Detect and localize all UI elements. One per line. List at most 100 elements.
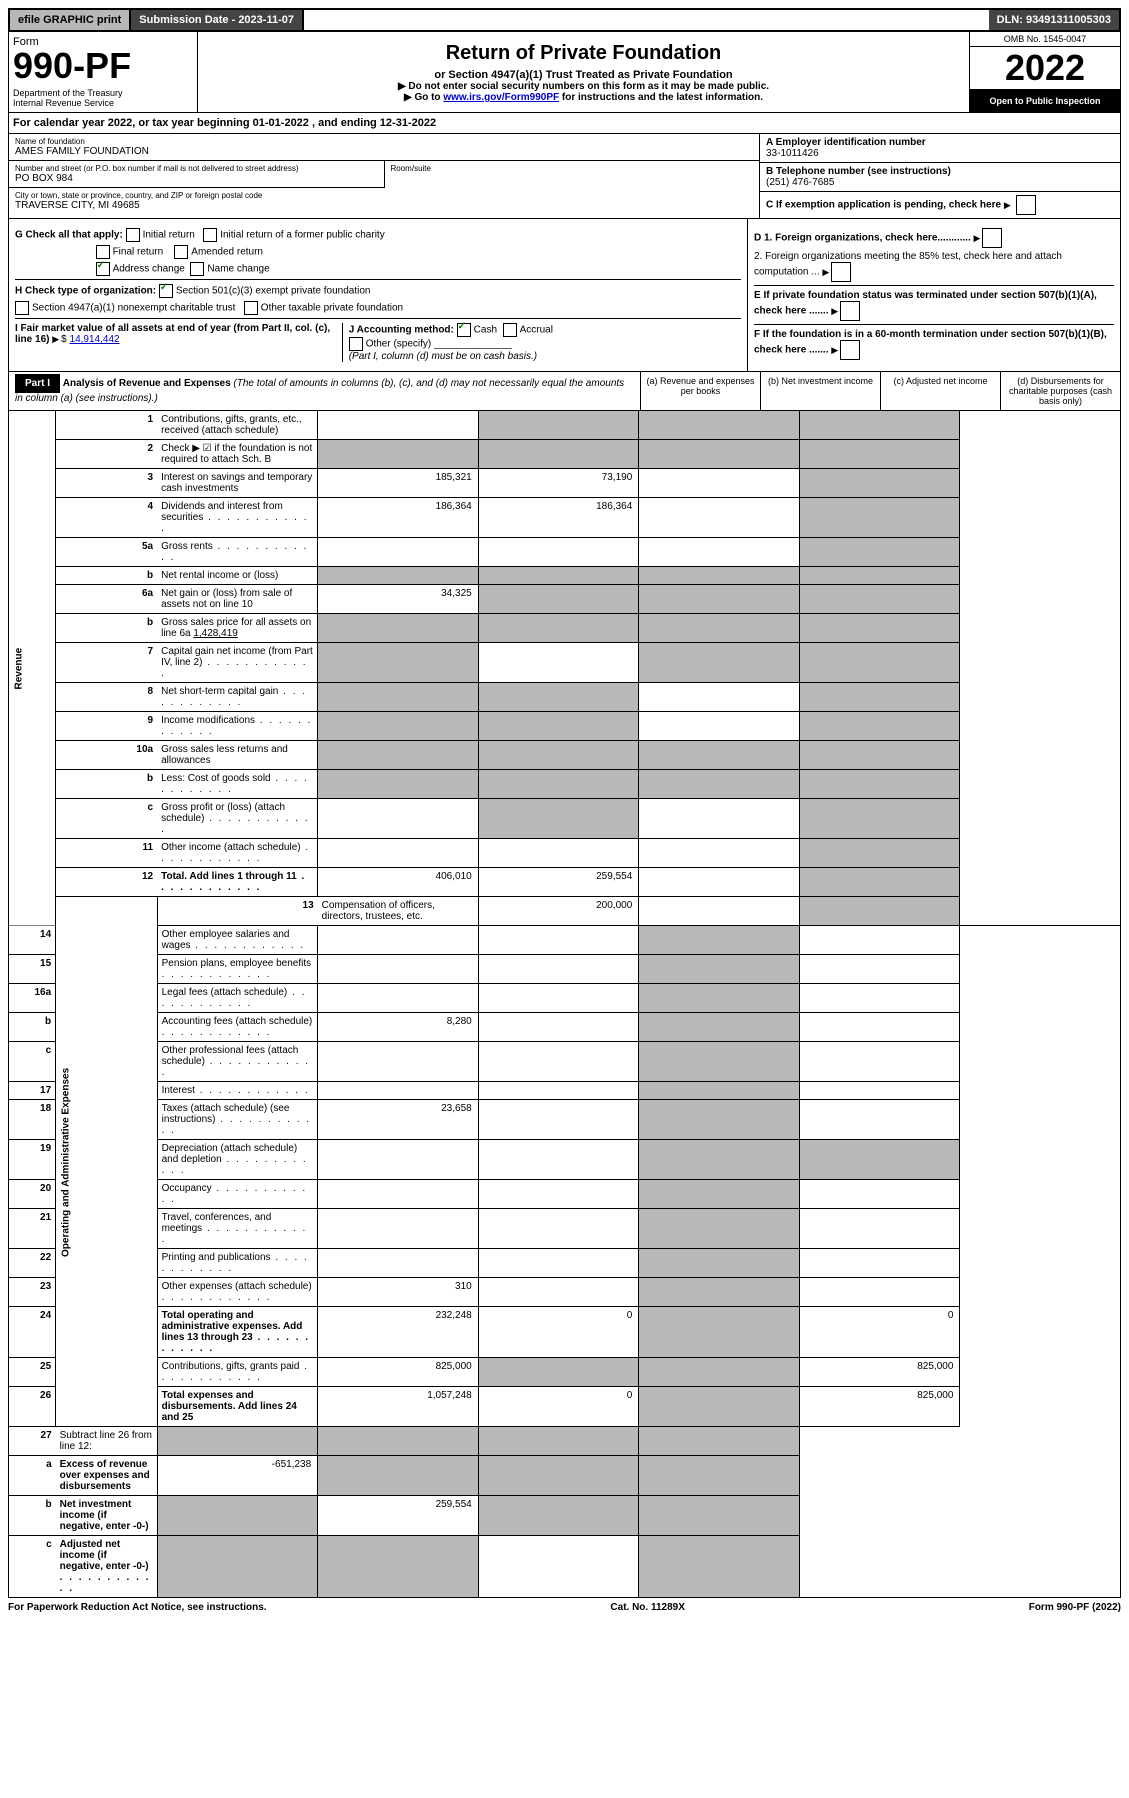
form-subtitle: or Section 4947(a)(1) Trust Treated as P…: [204, 69, 963, 81]
top-bar: efile GRAPHIC print Submission Date - 20…: [8, 8, 1121, 32]
table-row: 15Pension plans, employee benefits: [9, 955, 1121, 984]
arrow-icon: [52, 334, 61, 345]
f-line: F If the foundation is in a 60-month ter…: [754, 324, 1114, 360]
checkbox-4947[interactable]: [15, 301, 29, 315]
table-row: 5aGross rents: [9, 538, 1121, 567]
checkbox-other-acct[interactable]: [349, 337, 363, 351]
table-row: 2Check ▶ ☑ if the foundation is not requ…: [9, 440, 1121, 469]
header-left: Form 990-PF Department of the Treasury I…: [9, 32, 198, 112]
table-row: 23Other expenses (attach schedule)310: [9, 1278, 1121, 1307]
table-row: 25Contributions, gifts, grants paid825,0…: [9, 1358, 1121, 1387]
note-link: ▶ Go to www.irs.gov/Form990PF for instru…: [204, 92, 963, 103]
info-grid: Name of foundation AMES FAMILY FOUNDATIO…: [8, 134, 1121, 219]
checkbox-other-taxable[interactable]: [244, 301, 258, 315]
checks-right: D 1. Foreign organizations, check here..…: [747, 219, 1120, 371]
arrow-icon: [822, 267, 831, 278]
checkbox-accrual[interactable]: [503, 323, 517, 337]
city-cell: City or town, state or province, country…: [9, 188, 759, 214]
checkbox-f[interactable]: [840, 340, 860, 360]
arrow-icon: [831, 306, 840, 317]
col-c-header: (c) Adjusted net income: [880, 372, 1000, 410]
table-row: 20Occupancy: [9, 1180, 1121, 1209]
ein-cell: A Employer identification number 33-1011…: [760, 134, 1120, 163]
checkbox-name-change[interactable]: [190, 262, 204, 276]
table-row: 14Other employee salaries and wages: [9, 926, 1121, 955]
form-title: Return of Private Foundation: [204, 42, 963, 65]
table-row: 6aNet gain or (loss) from sale of assets…: [9, 585, 1121, 614]
table-row: aExcess of revenue over expenses and dis…: [9, 1456, 1121, 1496]
arrow-icon: [974, 233, 983, 244]
calendar-year-line: For calendar year 2022, or tax year begi…: [8, 113, 1121, 134]
d2-line: 2. Foreign organizations meeting the 85%…: [754, 251, 1114, 282]
table-row: cOther professional fees (attach schedul…: [9, 1042, 1121, 1082]
table-row: 4Dividends and interest from securities1…: [9, 498, 1121, 538]
analysis-table: Revenue 1Contributions, gifts, grants, e…: [8, 411, 1121, 1598]
fmv-value[interactable]: 14,914,442: [70, 334, 120, 345]
table-row: 26Total expenses and disbursements. Add …: [9, 1387, 1121, 1427]
info-right: A Employer identification number 33-1011…: [759, 134, 1120, 218]
table-row: 18Taxes (attach schedule) (see instructi…: [9, 1100, 1121, 1140]
table-row: bLess: Cost of goods sold: [9, 770, 1121, 799]
note-ssn: ▶ Do not enter social security numbers o…: [204, 81, 963, 92]
checks-left: G Check all that apply: Initial return I…: [9, 219, 747, 371]
checkbox-final[interactable]: [96, 245, 110, 259]
e-line: E If private foundation status was termi…: [754, 285, 1114, 321]
phone-cell: B Telephone number (see instructions) (2…: [760, 163, 1120, 192]
checkbox-d2[interactable]: [831, 262, 851, 282]
col-d-header: (d) Disbursements for charitable purpose…: [1000, 372, 1120, 410]
table-row: bNet investment income (if negative, ent…: [9, 1496, 1121, 1536]
h-line: H Check type of organization: Section 50…: [15, 279, 741, 298]
header-center: Return of Private Foundation or Section …: [198, 32, 969, 112]
exemption-cell: C If exemption application is pending, c…: [760, 192, 1120, 218]
checkbox-initial[interactable]: [126, 228, 140, 242]
col-a-header: (a) Revenue and expenses per books: [640, 372, 760, 410]
form-number: 990-PF: [13, 48, 193, 84]
omb-number: OMB No. 1545-0047: [970, 32, 1120, 47]
table-row: 12Total. Add lines 1 through 11406,01025…: [9, 868, 1121, 897]
table-row: cAdjusted net income (if negative, enter…: [9, 1536, 1121, 1598]
room-cell: Room/suite: [384, 161, 760, 188]
table-row: bGross sales price for all assets on lin…: [9, 614, 1121, 643]
foundation-name-cell: Name of foundation AMES FAMILY FOUNDATIO…: [9, 134, 759, 161]
checkbox-c[interactable]: [1016, 195, 1036, 215]
table-row: 24Total operating and administrative exp…: [9, 1307, 1121, 1358]
table-row: 22Printing and publications: [9, 1249, 1121, 1278]
table-row: bAccounting fees (attach schedule)8,280: [9, 1013, 1121, 1042]
table-row: cGross profit or (loss) (attach schedule…: [9, 799, 1121, 839]
irs-link[interactable]: www.irs.gov/Form990PF: [443, 92, 559, 103]
table-row: 21Travel, conferences, and meetings: [9, 1209, 1121, 1249]
checkbox-e[interactable]: [840, 301, 860, 321]
revenue-side-label: Revenue: [9, 411, 56, 926]
address-cell: Number and street (or P.O. box number if…: [9, 161, 384, 188]
checkbox-initial-pub[interactable]: [203, 228, 217, 242]
table-row: 8Net short-term capital gain: [9, 683, 1121, 712]
footer-mid: Cat. No. 11289X: [610, 1602, 684, 1613]
checks-section: G Check all that apply: Initial return I…: [8, 219, 1121, 372]
g-line: G Check all that apply: Initial return I…: [15, 228, 741, 242]
table-row: bNet rental income or (loss): [9, 567, 1121, 585]
table-row: 27Subtract line 26 from line 12:: [9, 1427, 1121, 1456]
table-row: 19Depreciation (attach schedule) and dep…: [9, 1140, 1121, 1180]
form-header: Form 990-PF Department of the Treasury I…: [8, 32, 1121, 113]
checkbox-addr-change[interactable]: [96, 262, 110, 276]
arrow-icon: [831, 345, 840, 356]
checkbox-501c3[interactable]: [159, 284, 173, 298]
header-right: OMB No. 1545-0047 2022 Open to Public In…: [969, 32, 1120, 112]
table-row: Operating and Administrative Expenses 13…: [9, 897, 1121, 926]
table-row: 11Other income (attach schedule): [9, 839, 1121, 868]
dln-label: DLN: 93491311005303: [989, 10, 1119, 30]
footer-right: Form 990-PF (2022): [1029, 1602, 1121, 1613]
table-row: 16aLegal fees (attach schedule): [9, 984, 1121, 1013]
checkbox-cash[interactable]: [457, 323, 471, 337]
checkbox-d1[interactable]: [982, 228, 1002, 248]
table-row: 3Interest on savings and temporary cash …: [9, 469, 1121, 498]
arrow-icon: [1004, 200, 1013, 211]
dept-label: Department of the Treasury Internal Reve…: [13, 88, 193, 108]
expenses-side-label: Operating and Administrative Expenses: [56, 897, 157, 1427]
footer-left: For Paperwork Reduction Act Notice, see …: [8, 1602, 267, 1613]
tax-year: 2022: [970, 47, 1120, 90]
part-title: Analysis of Revenue and Expenses: [63, 378, 231, 389]
checkbox-amended[interactable]: [174, 245, 188, 259]
table-row: 10aGross sales less returns and allowanc…: [9, 741, 1121, 770]
table-row: 7Capital gain net income (from Part IV, …: [9, 643, 1121, 683]
